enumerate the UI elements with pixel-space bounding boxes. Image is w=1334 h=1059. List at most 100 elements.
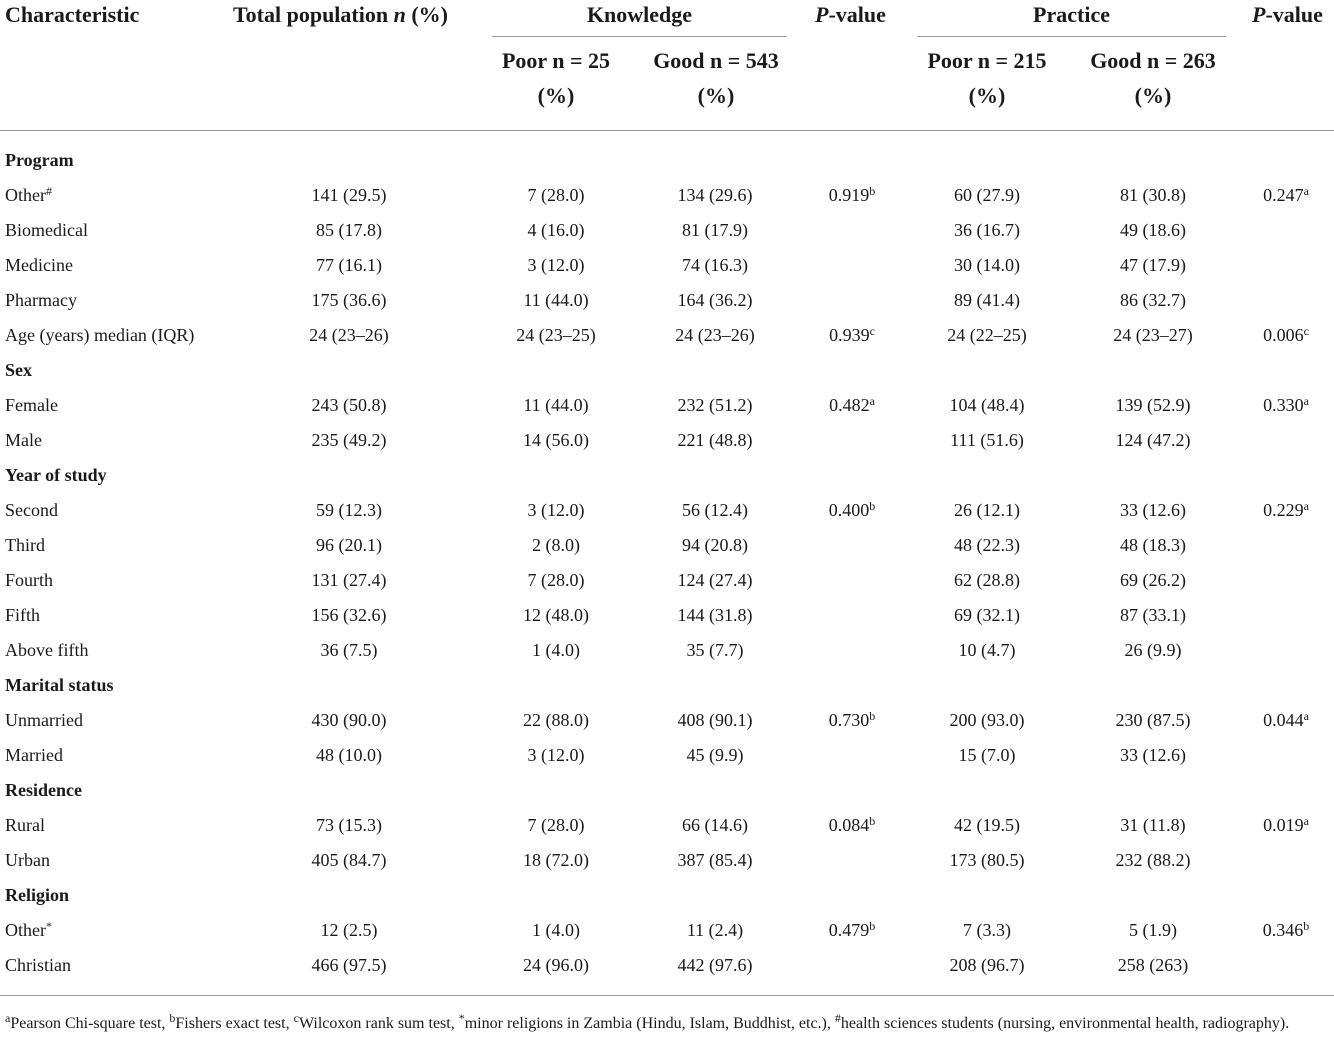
header-p-rest: -value xyxy=(1265,2,1323,27)
header-p-italic: P xyxy=(1252,2,1266,27)
row-label-footnote-mark: # xyxy=(45,184,52,198)
pvalue-test-mark: b xyxy=(869,184,876,198)
cell-k-poor: 4 (16.0) xyxy=(527,220,585,240)
header-knowledge-poor: Poor n = 25 (%) xyxy=(492,43,620,113)
row-label-text: Female xyxy=(5,395,58,415)
section-label: Marital status xyxy=(5,676,113,694)
header-p-italic: P xyxy=(815,2,829,27)
pvalue-test-mark: b xyxy=(869,499,876,513)
knowledge-underline xyxy=(492,36,787,37)
cell-k-good: 94 (20.8) xyxy=(682,535,748,555)
header-practice-good: Good n = 263 (%) xyxy=(1079,43,1227,113)
cell-p-good: 31 (11.8) xyxy=(1120,815,1186,835)
pvalue-number: 0.084 xyxy=(828,815,870,835)
pvalue-number: 0.330 xyxy=(1263,395,1304,415)
cell-k-good: 387 (85.4) xyxy=(677,850,753,870)
pvalue-number: 0.919 xyxy=(828,185,870,205)
cell-total: 405 (84.7) xyxy=(311,850,387,870)
cell-k-good: 232 (51.2) xyxy=(677,395,753,415)
cell-k-poor: 24 (96.0) xyxy=(523,955,589,975)
cell-p-good: 33 (12.6) xyxy=(1120,745,1186,765)
cell-total: 77 (16.1) xyxy=(316,255,382,275)
pvalue-test-mark: a xyxy=(1303,814,1309,828)
row-label: Third xyxy=(5,536,45,554)
cell-p-poor: 48 (22.3) xyxy=(954,535,1020,555)
cell-k-good: 66 (14.6) xyxy=(682,815,748,835)
section-label: Residence xyxy=(5,781,82,799)
row-label-text: Religion xyxy=(5,885,70,905)
row-label: Age (years) median (IQR) xyxy=(5,326,194,344)
row-label: Rural xyxy=(5,816,45,834)
pvalue-number: 0.019 xyxy=(1263,815,1304,835)
row-label-text: Third xyxy=(5,535,45,555)
footnote-mark-b: b xyxy=(169,1011,176,1025)
cell-p-poor: 30 (14.0) xyxy=(954,255,1020,275)
cell-k-poor: 3 (12.0) xyxy=(527,500,585,520)
row-label-text: Residence xyxy=(5,780,82,800)
cell-p-p: 0.006c xyxy=(1241,325,1331,345)
cell-k-poor: 11 (44.0) xyxy=(523,395,589,415)
cell-p-poor: 69 (32.1) xyxy=(954,605,1020,625)
cell-k-poor: 18 (72.0) xyxy=(523,850,589,870)
table-footnote: aPearson Chi-square test, bFishers exact… xyxy=(5,1012,1329,1035)
cell-p-p: 0.247a xyxy=(1241,185,1331,204)
cell-p-good: 258 (263) xyxy=(1117,955,1189,975)
row-label: Unmarried xyxy=(5,711,83,729)
cell-p-poor: 42 (19.5) xyxy=(954,815,1020,835)
header-knowledge-poor-pct: (%) xyxy=(537,83,575,108)
cell-k-good: 164 (36.2) xyxy=(677,290,753,310)
footnote-mark-star: * xyxy=(458,1011,465,1025)
pvalue-test-mark: b xyxy=(869,814,876,828)
footnote-a: Pearson Chi-square test, xyxy=(10,1015,170,1032)
cell-k-good: 221 (48.8) xyxy=(677,430,753,450)
header-knowledge-pvalue: P-value xyxy=(815,4,886,26)
cell-k-good: 81 (17.9) xyxy=(682,220,748,240)
cell-k-p: 0.939c xyxy=(807,325,897,344)
cell-total: 59 (12.3) xyxy=(316,500,382,520)
cell-p-good: 86 (32.7) xyxy=(1120,290,1186,310)
cell-p-poor: 36 (16.7) xyxy=(954,220,1020,240)
cell-k-p: 0.400b xyxy=(807,499,897,519)
cell-k-p: 0.919b xyxy=(807,184,897,205)
pvalue-number: 0.006 xyxy=(1263,325,1304,345)
section-label: Program xyxy=(5,151,74,169)
row-label: Fifth xyxy=(5,606,40,624)
cell-total: 12 (2.5) xyxy=(320,920,378,940)
pvalue-number: 0.482 xyxy=(829,395,870,415)
header-knowledge-good-pct: (%) xyxy=(697,83,735,108)
row-label-text: Married xyxy=(5,745,63,765)
cell-k-good: 124 (27.4) xyxy=(677,570,753,590)
row-label-text: Fourth xyxy=(5,570,54,590)
cell-p-good: 69 (26.2) xyxy=(1120,570,1186,590)
cell-k-good: 45 (9.9) xyxy=(686,745,744,765)
cell-p-p: 0.330a xyxy=(1241,395,1331,415)
row-label-text: Pharmacy xyxy=(5,290,77,310)
cell-p-good: 49 (18.6) xyxy=(1120,220,1186,240)
row-label-text: Unmarried xyxy=(5,710,83,730)
row-label-text: Male xyxy=(5,430,42,450)
cell-p-poor: 104 (48.4) xyxy=(949,395,1025,415)
footnote-mark-hash: # xyxy=(834,1011,841,1025)
row-label-text: Other xyxy=(5,920,46,940)
cell-k-poor: 7 (28.0) xyxy=(527,185,585,205)
row-label: Second xyxy=(5,501,58,519)
pvalue-number: 0.346 xyxy=(1262,920,1304,940)
cell-p-poor: 62 (28.8) xyxy=(954,570,1020,590)
practice-underline xyxy=(917,36,1226,37)
cell-total: 235 (49.2) xyxy=(311,430,387,450)
cell-total: 73 (15.3) xyxy=(316,815,382,835)
row-label: Married xyxy=(5,746,63,764)
pvalue-number: 0.044 xyxy=(1263,710,1304,730)
cell-k-p: 0.479b xyxy=(807,919,897,939)
cell-k-poor: 3 (12.0) xyxy=(527,745,585,765)
cell-total: 175 (36.6) xyxy=(311,290,387,310)
cell-p-good: 139 (52.9) xyxy=(1115,395,1191,415)
cell-k-poor: 24 (23–25) xyxy=(516,325,596,345)
pvalue-test-mark: b xyxy=(869,919,876,933)
header-practice-poor: Poor n = 215 (%) xyxy=(917,43,1057,113)
cell-k-poor: 11 (44.0) xyxy=(523,290,589,310)
cell-total: 36 (7.5) xyxy=(320,640,378,660)
cell-k-good: 35 (7.7) xyxy=(686,640,744,660)
row-label-text: Christian xyxy=(5,955,71,975)
